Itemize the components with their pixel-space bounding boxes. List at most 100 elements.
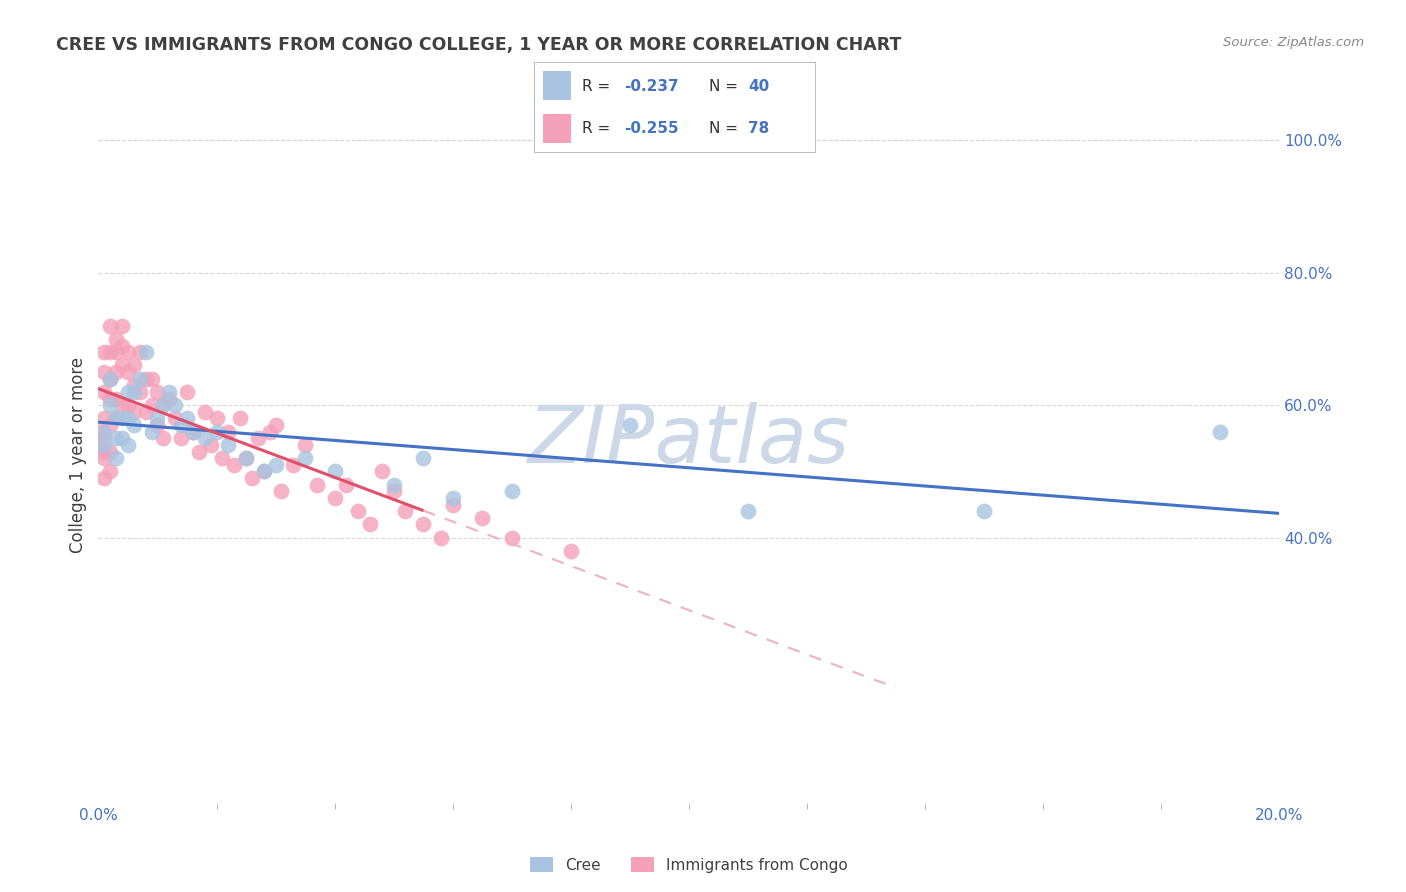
Text: N =: N = [709,79,742,94]
Point [259,425,281,439]
Point [105,345,128,359]
Text: R =: R = [582,79,616,94]
Point [117,411,139,425]
Point [111,359,134,373]
Point [105,451,128,466]
Point [93,438,115,452]
Point [170,418,193,433]
Point [122,384,145,399]
Point [973,504,995,518]
Point [111,398,134,412]
Legend: Cree, Immigrants from Congo: Cree, Immigrants from Congo [523,850,855,879]
Y-axis label: College, 1 year or more: College, 1 year or more [69,357,87,553]
Point [240,471,263,485]
Point [229,411,252,425]
Point [205,425,228,439]
Point [117,438,139,452]
Point [382,477,405,491]
Point [181,425,204,439]
Point [98,318,121,333]
Point [128,384,150,399]
Point [471,511,494,525]
Text: -0.237: -0.237 [624,79,679,94]
Point [93,451,115,466]
Point [246,431,269,445]
Point [157,392,180,406]
Point [105,431,128,445]
Point [122,378,145,392]
Point [441,498,464,512]
Point [294,451,316,466]
Point [194,431,217,445]
Point [105,411,128,425]
Point [165,411,187,425]
Point [264,458,287,472]
Point [128,372,150,386]
Point [98,444,121,458]
Point [211,451,233,466]
Point [128,345,150,359]
Point [135,405,157,419]
Point [111,318,134,333]
Point [430,531,453,545]
Point [146,384,169,399]
Point [111,411,134,425]
Point [412,451,434,466]
Text: 78: 78 [748,121,769,136]
Point [135,372,157,386]
Point [560,544,582,558]
Point [181,425,204,439]
Point [87,425,110,439]
Point [146,418,169,433]
Point [501,484,523,499]
FancyBboxPatch shape [543,114,571,143]
Point [283,458,305,472]
Text: CREE VS IMMIGRANTS FROM CONGO COLLEGE, 1 YEAR OR MORE CORRELATION CHART: CREE VS IMMIGRANTS FROM CONGO COLLEGE, 1… [56,36,901,54]
Point [323,491,346,505]
Point [93,431,115,445]
Point [105,392,128,406]
Point [394,504,416,518]
Text: R =: R = [582,121,616,136]
Point [235,451,257,466]
Point [93,471,115,485]
Point [93,425,115,439]
Point [93,345,115,359]
Text: -0.255: -0.255 [624,121,679,136]
Point [165,398,187,412]
Point [105,365,128,379]
Point [170,431,193,445]
Point [87,438,110,452]
Point [347,504,370,518]
Point [294,438,316,452]
Point [187,444,209,458]
Point [93,384,115,399]
Text: 40: 40 [748,79,769,94]
Point [117,345,139,359]
Point [205,411,228,425]
Point [105,332,128,346]
Point [382,484,405,499]
Point [323,465,346,479]
Point [359,517,381,532]
Text: Source: ZipAtlas.com: Source: ZipAtlas.com [1223,36,1364,49]
Point [152,398,174,412]
Point [98,392,121,406]
Point [141,372,163,386]
Point [117,398,139,412]
Point [146,411,169,425]
Point [152,398,174,412]
Point [619,418,641,433]
Point [253,465,276,479]
Point [111,338,134,352]
Point [253,465,276,479]
Point [371,465,394,479]
Point [93,444,115,458]
Point [141,425,163,439]
Point [270,484,292,499]
FancyBboxPatch shape [543,71,571,100]
Point [217,425,239,439]
Point [501,531,523,545]
Point [235,451,257,466]
Point [122,405,145,419]
